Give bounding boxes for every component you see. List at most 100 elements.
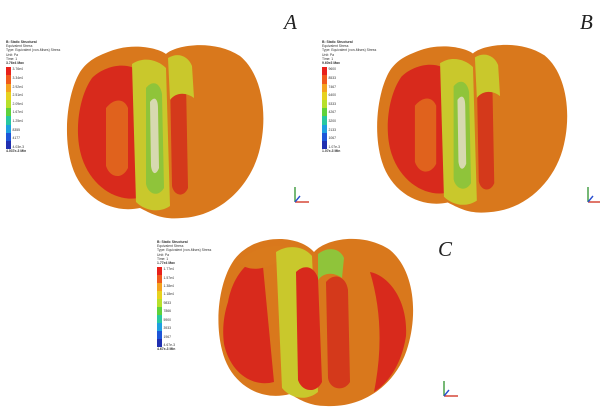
legend-min: 4.037e-3 Min — [6, 149, 27, 154]
scale-tick: 2.92e4 — [12, 84, 23, 89]
color-scale-segment — [6, 108, 11, 117]
legend-min: 1.07e-3 Min — [322, 149, 341, 154]
legend-line: Time: 1 — [322, 56, 334, 61]
scale-tick: 4177 — [12, 136, 21, 141]
legend-line: Time: 1 — [6, 56, 18, 61]
tooth-model-a — [66, 45, 264, 219]
color-scale-segment — [6, 132, 11, 142]
color-scale-segment — [157, 275, 162, 284]
legend-line: Equivalent Stress — [6, 44, 33, 49]
color-scale-bar — [322, 67, 327, 150]
color-scale-segment — [322, 100, 327, 109]
stress-region-red-center — [296, 267, 322, 391]
color-scale-segment — [322, 108, 327, 117]
color-scale-segment — [6, 75, 11, 84]
legend-max: 9.60e3 Max — [322, 61, 340, 66]
color-scale-segment — [157, 315, 162, 324]
legend-title: B: Static Structural — [157, 240, 188, 244]
color-scale-segment — [157, 299, 162, 308]
color-scale-segment — [157, 323, 162, 332]
legend-title: B: Static Structural — [322, 40, 353, 44]
color-scale-segment — [322, 91, 327, 101]
color-scale-segment — [322, 141, 327, 150]
stress-region-red-right — [476, 71, 495, 190]
legend-min: 4.67e-3 Min — [157, 347, 176, 352]
legend-line: Unit: Pa — [322, 52, 335, 57]
stress-region-orange — [414, 98, 437, 172]
scale-tick: 5333 — [328, 101, 337, 106]
scale-tick: 8533 — [328, 75, 337, 80]
color-scale-segment — [6, 141, 11, 150]
legend-line: Equivalent Stress — [322, 44, 349, 49]
legend-line: Type: Equivalent (von-Mises) Stress — [157, 248, 212, 253]
legend-line: Equivalent Stress — [157, 244, 184, 249]
stress-region-yellow-right — [474, 54, 501, 98]
legend-line: Time: 1 — [157, 256, 169, 261]
scale-tick: 1967 — [163, 334, 172, 339]
panel-label-b: B — [580, 10, 593, 34]
stress-region-orange — [106, 100, 128, 177]
stress-region-red — [223, 256, 274, 384]
legend-line: Unit: Pa — [6, 52, 19, 57]
scale-ticks: 1.77e4 1.57e4 1.38e4 1.18e4 9833 7866 59… — [164, 267, 176, 347]
color-scale-segment — [157, 307, 162, 316]
color-scale-segment — [322, 83, 327, 92]
scale-tick: 1.57e4 — [163, 275, 174, 280]
color-scale-segment — [157, 267, 162, 276]
tooth-model-b — [377, 44, 568, 213]
scale-tick: 1.18e4 — [163, 292, 174, 297]
color-scale-segment — [6, 67, 11, 76]
scale-tick: 3.34e4 — [12, 75, 23, 80]
scale-tick: 1.25e4 — [12, 119, 23, 124]
scale-tick: 9600 — [328, 67, 337, 72]
scale-tick: 1.67e4 — [12, 110, 23, 115]
stress-region-light — [457, 96, 467, 169]
scale-tick: 7467 — [328, 84, 337, 89]
legend-max: 1.77e4 Max — [157, 261, 175, 266]
scale-tick: 7866 — [163, 309, 172, 314]
scale-tick: 4.67e-3 — [163, 343, 176, 348]
color-scale-bar — [157, 267, 162, 348]
color-scale-segment — [322, 124, 327, 133]
scale-tick: 8355 — [12, 127, 21, 132]
legend-title: B: Static Structural — [6, 40, 37, 44]
scale-ticks: 3.76e4 3.34e4 2.92e4 2.51e4 2.09e4 1.67e… — [13, 67, 25, 149]
axis-triad-icon — [587, 187, 600, 203]
scale-tick: 3933 — [163, 326, 172, 331]
stress-region-red-far — [370, 272, 407, 392]
scale-tick: 3.76e4 — [12, 67, 23, 72]
panel-label-a: A — [284, 10, 297, 34]
scale-tick: 1.07e-3 — [328, 144, 341, 149]
legend-a: B: Static Structural Equivalent Stress T… — [6, 40, 60, 153]
color-scale-segment — [322, 75, 327, 84]
stress-region-green — [318, 249, 344, 280]
legend-c: B: Static Structural Equivalent Stress T… — [157, 240, 211, 351]
axis-triad-icon — [294, 187, 309, 203]
tooth-model-c — [218, 238, 414, 407]
stress-region-red-right — [170, 73, 188, 195]
color-scale-segment — [157, 283, 162, 292]
scale-tick: 1067 — [328, 136, 337, 141]
scale-tick: 5900 — [163, 317, 172, 322]
scale-tick: 6400 — [328, 93, 337, 98]
color-scale-segment — [322, 116, 327, 125]
color-scale-segment — [6, 83, 11, 92]
stress-region-yellow-right — [168, 55, 194, 100]
stress-region-red-right — [326, 276, 350, 389]
color-scale-segment — [6, 124, 11, 133]
color-scale-segment — [157, 339, 162, 348]
scale-tick: 4.03e-3 — [12, 144, 25, 149]
legend-max: 3.76e4 Max — [6, 61, 24, 66]
color-scale-segment — [157, 331, 162, 340]
scale-ticks: 9600 8533 7467 6400 5333 4267 3200 2133 … — [329, 67, 341, 149]
scale-tick: 1.77e4 — [163, 267, 174, 272]
scale-tick: 2.09e4 — [12, 101, 23, 106]
scale-tick: 2133 — [328, 127, 337, 132]
axis-triad-icon — [443, 381, 458, 397]
color-scale-segment — [6, 100, 11, 109]
scale-tick: 1.38e4 — [163, 284, 174, 289]
color-scale-segment — [157, 291, 162, 300]
scale-tick: 4267 — [328, 110, 337, 115]
color-scale-bar — [6, 67, 11, 150]
color-scale-segment — [6, 116, 11, 125]
